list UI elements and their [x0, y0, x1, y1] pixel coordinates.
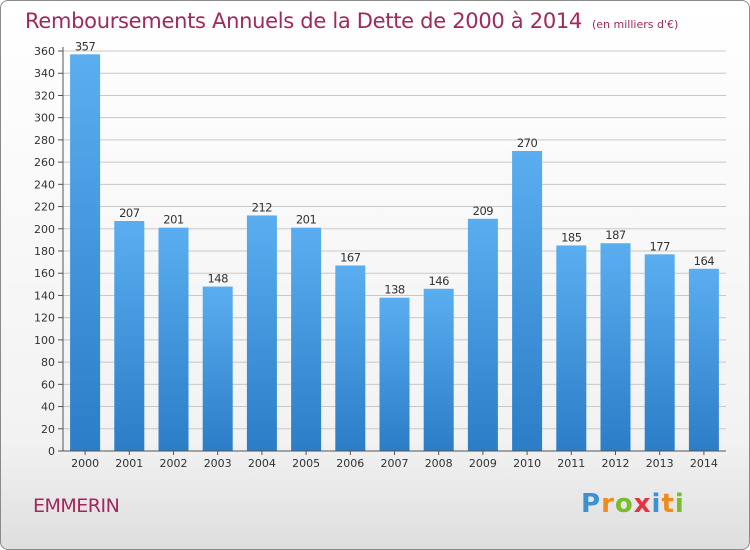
bar — [114, 221, 145, 451]
y-tick-label: 200 — [34, 223, 55, 236]
x-tick-label: 2006 — [336, 457, 364, 470]
data-label: 138 — [384, 283, 405, 297]
x-tick-label: 2001 — [115, 457, 143, 470]
x-tick-label: 2014 — [690, 457, 718, 470]
data-label: 201 — [296, 213, 317, 227]
x-tick-label: 2002 — [160, 457, 188, 470]
bar — [423, 288, 454, 451]
bar — [202, 286, 233, 451]
logo-letter-5: i — [651, 489, 662, 519]
city-name: EMMERIN — [33, 495, 120, 517]
x-tick-label: 2011 — [557, 457, 585, 470]
y-tick-label: 20 — [41, 423, 55, 436]
y-tick-label: 320 — [34, 89, 55, 102]
y-tick-label: 340 — [34, 67, 55, 80]
proxiti-logo: Proxiti — [581, 489, 685, 519]
y-tick-label: 140 — [34, 289, 55, 302]
y-tick-label: 160 — [34, 267, 55, 280]
logo-letter-1: P — [581, 489, 602, 519]
x-tick-label: 2005 — [292, 457, 320, 470]
data-label: 167 — [340, 250, 361, 264]
x-tick-label: 2013 — [646, 457, 674, 470]
logo-letter-3: o — [614, 489, 634, 519]
x-tick-label: 2009 — [469, 457, 497, 470]
bar — [467, 218, 498, 451]
y-tick-label: 280 — [34, 134, 55, 147]
bar — [158, 227, 189, 451]
y-tick-label: 220 — [34, 201, 55, 214]
y-tick-label: 300 — [34, 112, 55, 125]
data-label: 164 — [694, 254, 715, 268]
logo-letter-2: r — [601, 489, 615, 519]
y-tick-label: 240 — [34, 178, 55, 191]
bar — [512, 151, 543, 451]
x-tick-label: 2004 — [248, 457, 276, 470]
bar — [556, 245, 587, 451]
bar — [644, 254, 675, 451]
data-label: 148 — [207, 272, 228, 286]
y-tick-label: 120 — [34, 312, 55, 325]
y-tick-label: 40 — [41, 401, 55, 414]
bar — [688, 268, 719, 451]
bar — [246, 215, 277, 451]
data-label: 270 — [517, 136, 538, 150]
data-label: 201 — [163, 213, 184, 227]
x-tick-label: 2007 — [381, 457, 409, 470]
data-label: 146 — [428, 274, 449, 288]
bar — [335, 265, 366, 451]
x-tick-label: 2012 — [602, 457, 630, 470]
y-tick-label: 0 — [48, 445, 55, 458]
chart-title-text: Remboursements Annuels de la Dette de 20… — [25, 9, 582, 33]
y-tick-label: 180 — [34, 245, 55, 258]
chart-title: Remboursements Annuels de la Dette de 20… — [25, 9, 678, 33]
bar — [70, 54, 101, 451]
y-tick-label: 60 — [41, 378, 55, 391]
x-tick-label: 2000 — [71, 457, 99, 470]
data-label: 187 — [605, 228, 626, 242]
logo-letter-4: x — [633, 489, 652, 519]
x-tick-label: 2008 — [425, 457, 453, 470]
data-label: 209 — [473, 204, 494, 218]
x-tick-label: 2003 — [204, 457, 232, 470]
y-tick-label: 260 — [34, 156, 55, 169]
data-label: 207 — [119, 206, 140, 220]
y-tick-label: 80 — [41, 356, 55, 369]
chart-unit: (en milliers d'€) — [592, 18, 679, 31]
logo-letter-6: t — [661, 489, 675, 519]
data-label: 212 — [252, 200, 273, 214]
logo-letter-7: i — [674, 489, 685, 519]
data-label: 177 — [649, 239, 670, 253]
y-tick-label: 100 — [34, 334, 55, 347]
bar — [291, 227, 322, 451]
x-tick-label: 2010 — [513, 457, 541, 470]
y-tick-label: 360 — [34, 45, 55, 58]
bar — [379, 297, 410, 451]
data-label: 185 — [561, 230, 582, 244]
data-label: 357 — [75, 39, 96, 53]
bar — [600, 243, 631, 451]
